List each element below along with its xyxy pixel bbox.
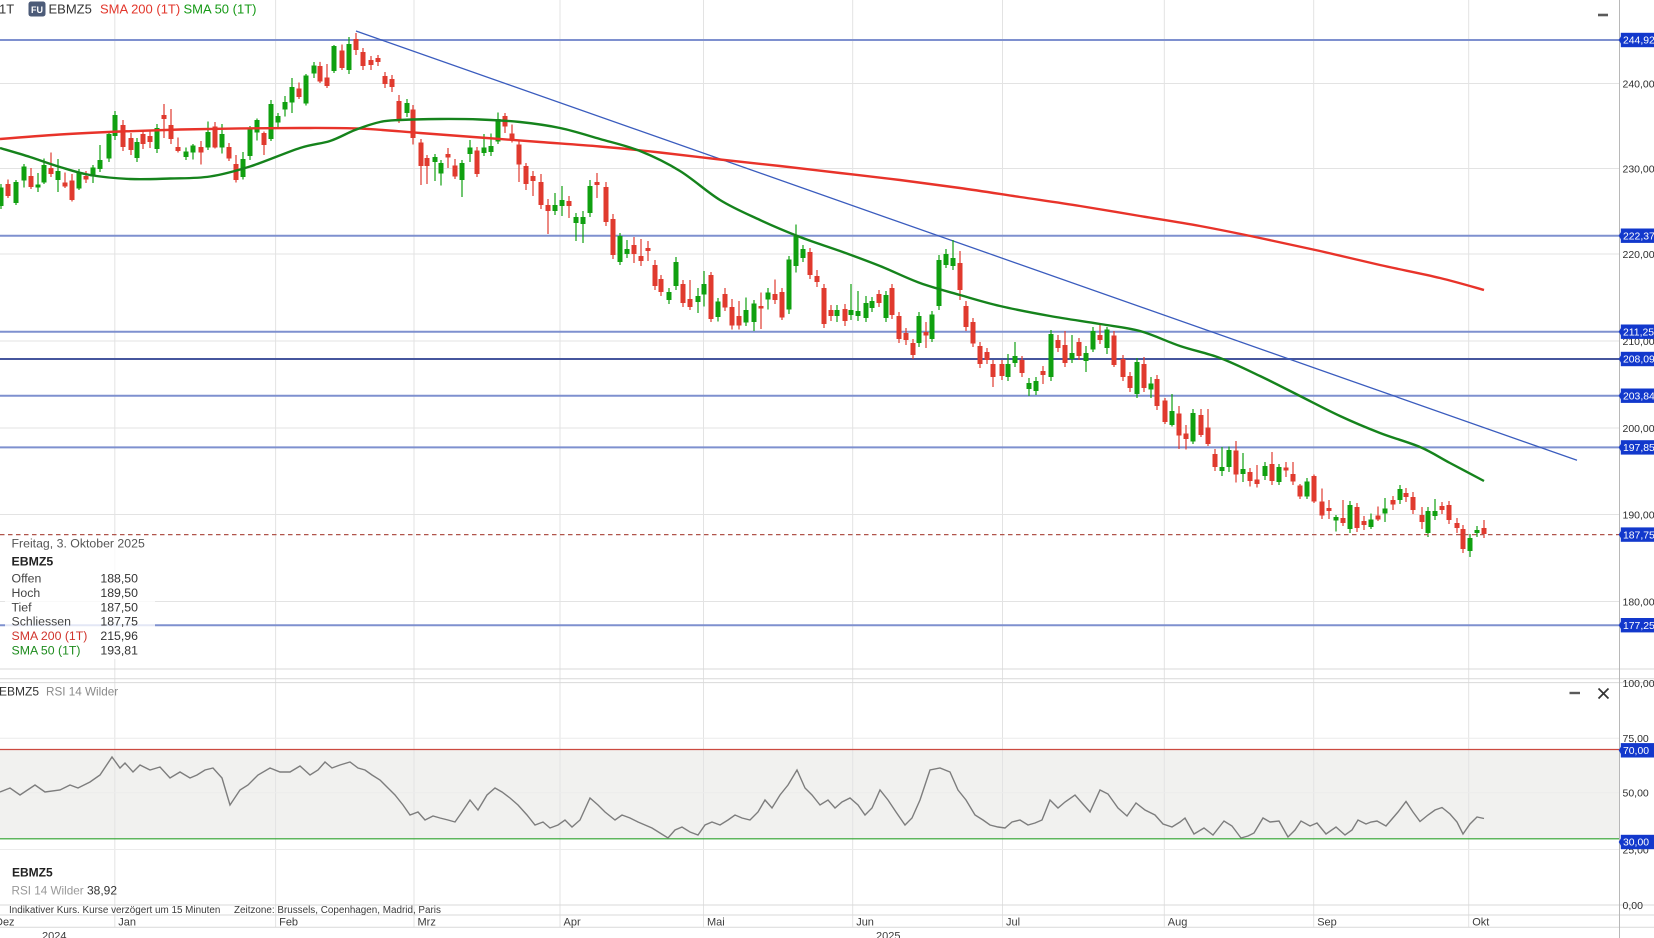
svg-text:187,50: 187,50 xyxy=(100,600,138,614)
svg-text:Zeitzone: Brussels, Copenhagen: Zeitzone: Brussels, Copenhagen, Madrid, … xyxy=(234,905,441,916)
svg-text:50,00: 50,00 xyxy=(1623,788,1649,800)
svg-text:197,85: 197,85 xyxy=(1623,443,1654,454)
svg-text:Hoch: Hoch xyxy=(12,586,41,600)
svg-text:70,00: 70,00 xyxy=(1623,746,1649,757)
svg-text:Dez: Dez xyxy=(0,917,15,929)
svg-text:189,50: 189,50 xyxy=(100,586,138,600)
svg-text:Feb: Feb xyxy=(279,917,298,929)
svg-text:240,00: 240,00 xyxy=(1623,78,1654,90)
svg-text:100,00: 100,00 xyxy=(1623,678,1654,690)
svg-text:Schliessen: Schliessen xyxy=(12,615,72,629)
svg-text:Freitag, 3. Oktober 2025: Freitag, 3. Oktober 2025 xyxy=(12,537,145,551)
svg-text:38,92: 38,92 xyxy=(87,884,117,898)
svg-text:30,00: 30,00 xyxy=(1623,838,1649,849)
svg-text:Mai: Mai xyxy=(707,917,725,929)
svg-text:Indikativer Kurs. Kurse verzög: Indikativer Kurs. Kurse verzögert um 15 … xyxy=(9,905,220,916)
svg-text:215,96: 215,96 xyxy=(100,629,138,643)
svg-text:244,92: 244,92 xyxy=(1623,36,1654,47)
svg-text:220,00: 220,00 xyxy=(1623,249,1654,261)
svg-text:1T: 1T xyxy=(0,2,14,17)
svg-text:SMA 200 (1T): SMA 200 (1T) xyxy=(12,629,88,643)
svg-text:Jun: Jun xyxy=(856,917,874,929)
svg-text:222,37: 222,37 xyxy=(1623,231,1654,242)
svg-text:208,09: 208,09 xyxy=(1623,355,1654,366)
svg-text:EBMZ5: EBMZ5 xyxy=(12,555,54,569)
svg-text:Sep: Sep xyxy=(1317,917,1337,929)
svg-text:Jul: Jul xyxy=(1006,917,1020,929)
svg-text:188,50: 188,50 xyxy=(100,572,138,586)
svg-text:Apr: Apr xyxy=(564,917,581,929)
svg-text:190,00: 190,00 xyxy=(1623,509,1654,521)
svg-text:2024: 2024 xyxy=(42,931,66,938)
svg-text:230,00: 230,00 xyxy=(1623,163,1654,175)
svg-text:EBMZ5: EBMZ5 xyxy=(12,866,53,880)
svg-text:SMA 200 (1T): SMA 200 (1T) xyxy=(100,2,180,17)
svg-text:0,00: 0,00 xyxy=(1623,900,1644,912)
svg-text:2025: 2025 xyxy=(876,931,900,938)
svg-text:SMA 50 (1T): SMA 50 (1T) xyxy=(184,2,257,17)
svg-text:Offen: Offen xyxy=(12,572,42,586)
svg-text:211,25: 211,25 xyxy=(1623,327,1654,338)
svg-text:EBMZ5: EBMZ5 xyxy=(49,2,92,17)
svg-text:Jan: Jan xyxy=(118,917,136,929)
svg-text:75,00: 75,00 xyxy=(1623,733,1649,745)
svg-text:187,75: 187,75 xyxy=(100,615,138,629)
svg-text:EBMZ5: EBMZ5 xyxy=(0,685,39,699)
svg-text:187,75: 187,75 xyxy=(1623,530,1654,541)
svg-text:Okt: Okt xyxy=(1472,917,1489,929)
svg-text:RSI 14 Wilder: RSI 14 Wilder xyxy=(12,885,84,898)
svg-text:203,84: 203,84 xyxy=(1623,391,1654,402)
svg-text:RSI 14 Wilder: RSI 14 Wilder xyxy=(46,686,118,699)
svg-text:Aug: Aug xyxy=(1168,917,1188,929)
svg-text:FU: FU xyxy=(31,5,43,15)
svg-text:200,00: 200,00 xyxy=(1623,423,1654,435)
svg-text:180,00: 180,00 xyxy=(1623,596,1654,608)
svg-text:193,81: 193,81 xyxy=(100,644,138,658)
svg-text:Tief: Tief xyxy=(12,600,33,614)
svg-text:SMA 50 (1T): SMA 50 (1T) xyxy=(12,644,81,658)
svg-text:177,25: 177,25 xyxy=(1623,621,1654,632)
svg-text:Mrz: Mrz xyxy=(418,917,436,929)
